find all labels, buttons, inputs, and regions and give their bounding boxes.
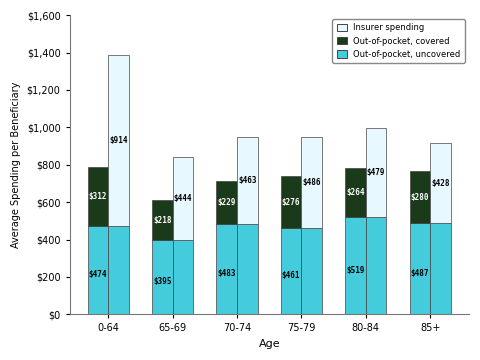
Text: $312: $312 — [89, 192, 107, 201]
Bar — [216, 181, 237, 224]
X-axis label: Age: Age — [258, 339, 280, 349]
Bar — [281, 228, 301, 314]
Text: $218: $218 — [153, 216, 172, 225]
Text: $474: $474 — [89, 270, 107, 279]
Y-axis label: Average Spending per Beneficiary: Average Spending per Beneficiary — [11, 81, 21, 248]
Bar — [88, 167, 108, 226]
Bar — [430, 223, 451, 314]
Text: $428: $428 — [431, 179, 450, 188]
Legend: Insurer spending, Out-of-pocket, covered, Out-of-pocket, uncovered: Insurer spending, Out-of-pocket, covered… — [333, 19, 465, 63]
Text: $264: $264 — [346, 188, 365, 197]
Text: $479: $479 — [367, 168, 385, 177]
Bar — [301, 228, 322, 314]
Bar — [237, 138, 258, 224]
Bar — [281, 176, 301, 228]
Bar — [173, 157, 193, 240]
Text: $519: $519 — [346, 266, 365, 275]
Bar — [301, 137, 322, 228]
Text: $486: $486 — [302, 178, 321, 187]
Bar — [237, 224, 258, 314]
Bar — [152, 200, 173, 240]
Text: $914: $914 — [109, 136, 128, 145]
Bar — [108, 226, 129, 314]
Bar — [366, 217, 386, 314]
Bar — [366, 128, 386, 217]
Text: $444: $444 — [174, 194, 192, 203]
Text: $483: $483 — [217, 269, 236, 278]
Text: $280: $280 — [410, 193, 429, 202]
Bar — [409, 171, 430, 223]
Bar — [152, 240, 173, 314]
Text: $463: $463 — [238, 176, 257, 185]
Bar — [216, 224, 237, 314]
Bar — [108, 55, 129, 226]
Text: $461: $461 — [282, 271, 300, 280]
Bar — [409, 223, 430, 314]
Text: $395: $395 — [153, 276, 172, 285]
Bar — [173, 240, 193, 314]
Text: $276: $276 — [282, 198, 300, 207]
Bar — [88, 226, 108, 314]
Text: $229: $229 — [217, 198, 236, 207]
Bar — [345, 217, 366, 314]
Bar — [345, 168, 366, 217]
Text: $487: $487 — [410, 269, 429, 278]
Bar — [430, 143, 451, 223]
